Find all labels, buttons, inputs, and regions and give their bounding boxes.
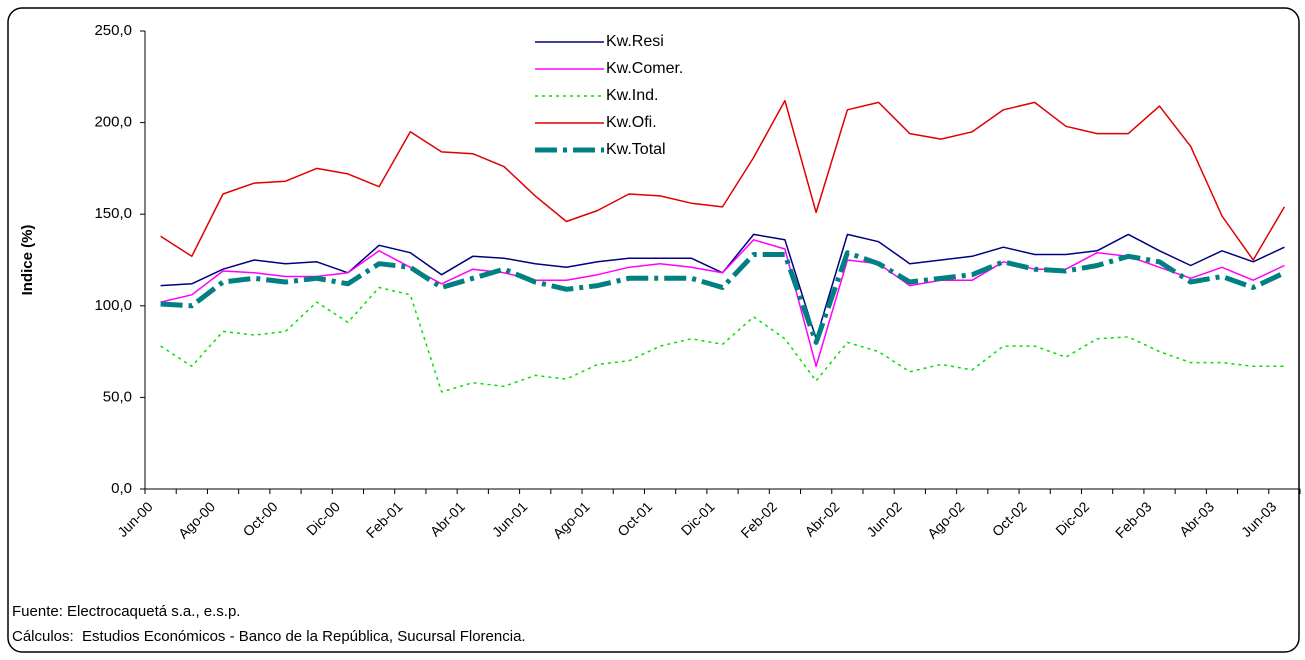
source-note: Fuente: Electrocaquetá s.a., e.s.p. [12,603,240,620]
x-tick-label: Ago-01 [550,498,593,541]
x-tick-label: Oct-02 [989,498,1030,539]
chart-border [7,7,1300,653]
x-tick-label: Abr-03 [1176,498,1217,539]
y-tick-label: 150,0 [94,205,132,222]
x-tick-label: Oct-00 [240,498,281,539]
y-tick-label: 50,0 [103,388,132,405]
legend-label: Kw.Ind. [606,87,658,104]
legend-label: Kw.Comer. [606,60,683,77]
series-line [160,239,1285,368]
series-line [160,99,1286,261]
y-axis-label: Indice (%) [19,225,36,296]
x-tick-label: Feb-03 [1112,498,1155,541]
x-tick-label: Abr-01 [427,498,468,539]
calc-note: Cálculos: Estudios Económicos - Banco de… [12,628,526,645]
x-tick-label: Dic-00 [303,498,343,538]
x-tick-label: Oct-01 [614,498,655,539]
y-tick-label: 200,0 [94,114,132,131]
series-line [160,286,1285,393]
y-tick-label: 100,0 [94,297,132,314]
x-tick-label: Ago-00 [175,498,218,541]
x-tick-label: Dic-01 [678,498,718,538]
x-tick-label: Dic-02 [1052,498,1092,538]
x-tick-label: Abr-02 [801,498,842,539]
legend-label: Kw.Total [606,141,666,158]
y-tick-label: 0,0 [111,480,132,497]
x-tick-label: Ago-02 [924,498,967,541]
series-line [160,250,1286,345]
x-tick-label: Feb-02 [737,498,780,541]
legend-label: Kw.Resi [606,33,664,50]
x-tick-label: Jun-00 [114,498,156,540]
x-tick-label: Jun-02 [863,498,905,540]
y-tick-label: 250,0 [94,22,132,39]
x-tick-label: Jun-03 [1238,498,1280,540]
x-tick-label: Feb-01 [363,498,406,541]
x-tick-label: Jun-01 [489,498,531,540]
legend-label: Kw.Ofi. [606,114,657,131]
